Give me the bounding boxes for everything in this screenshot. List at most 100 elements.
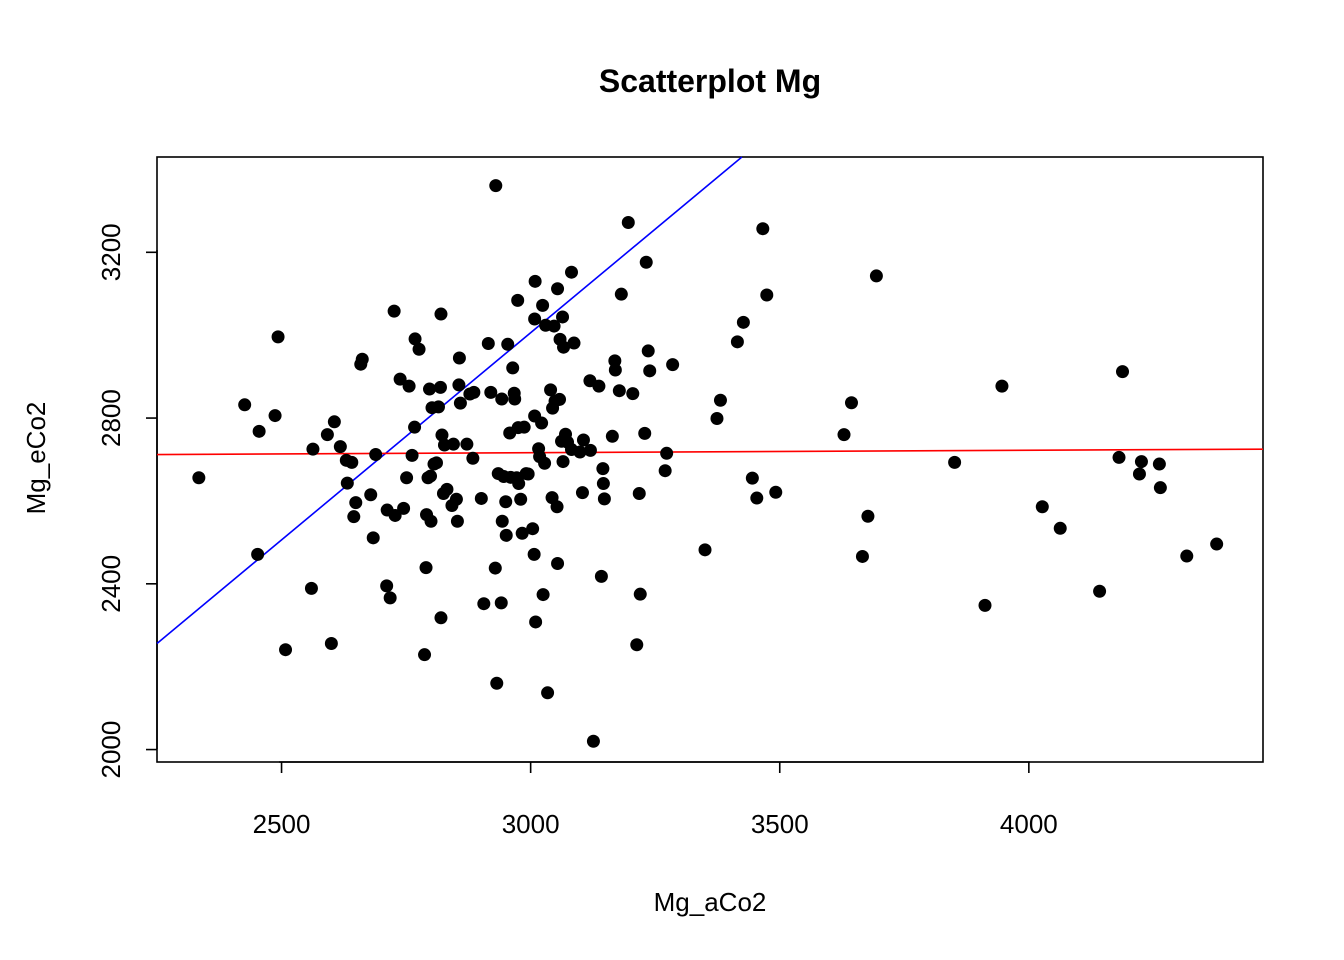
data-point bbox=[666, 358, 680, 372]
data-point bbox=[393, 372, 407, 386]
data-point bbox=[556, 455, 570, 469]
data-point bbox=[597, 492, 611, 506]
data-point bbox=[948, 455, 962, 469]
data-point bbox=[271, 330, 285, 344]
data-point bbox=[506, 361, 520, 375]
data-point bbox=[424, 469, 438, 483]
fit-line bbox=[156, 156, 743, 645]
data-point bbox=[418, 648, 432, 662]
data-point bbox=[495, 514, 509, 528]
data-point bbox=[484, 385, 498, 399]
data-point bbox=[1152, 457, 1166, 471]
data-point bbox=[499, 495, 513, 509]
data-point bbox=[855, 549, 869, 563]
data-point bbox=[526, 522, 540, 536]
data-point bbox=[440, 482, 454, 496]
data-point bbox=[528, 312, 542, 326]
data-point bbox=[1093, 584, 1107, 598]
data-point bbox=[434, 611, 448, 625]
data-point bbox=[431, 400, 445, 414]
data-point bbox=[608, 363, 622, 377]
data-point bbox=[1112, 450, 1126, 464]
data-point bbox=[567, 336, 581, 350]
data-point bbox=[408, 332, 422, 346]
data-point bbox=[573, 445, 587, 459]
data-point bbox=[633, 587, 647, 601]
data-point bbox=[745, 471, 759, 485]
data-point bbox=[450, 514, 464, 528]
data-point bbox=[380, 579, 394, 593]
data-point bbox=[536, 298, 550, 312]
data-point bbox=[419, 561, 433, 575]
data-point bbox=[364, 488, 378, 502]
data-point bbox=[769, 485, 783, 499]
data-point bbox=[499, 528, 513, 542]
data-point bbox=[698, 543, 712, 557]
data-point bbox=[1210, 537, 1224, 551]
data-point bbox=[547, 319, 561, 333]
data-point bbox=[553, 392, 567, 406]
data-point bbox=[710, 411, 724, 425]
data-point bbox=[345, 455, 359, 469]
data-point bbox=[494, 596, 508, 610]
data-point bbox=[349, 496, 363, 510]
data-point bbox=[612, 384, 626, 398]
data-point bbox=[238, 398, 252, 412]
data-point bbox=[460, 437, 474, 451]
data-point bbox=[279, 643, 293, 657]
data-point bbox=[1053, 521, 1067, 535]
data-point bbox=[736, 315, 750, 329]
data-point bbox=[408, 420, 422, 434]
data-point bbox=[512, 477, 526, 491]
data-point bbox=[434, 307, 448, 321]
data-point bbox=[639, 255, 653, 269]
data-point bbox=[576, 433, 590, 447]
data-point bbox=[660, 446, 674, 460]
data-point bbox=[556, 310, 570, 324]
data-point bbox=[402, 379, 416, 393]
data-point bbox=[529, 615, 543, 629]
data-point bbox=[978, 598, 992, 612]
data-point bbox=[452, 378, 466, 392]
data-point bbox=[521, 467, 535, 481]
y-axis-label: Mg_eCo2 bbox=[21, 402, 51, 515]
data-point bbox=[643, 364, 657, 378]
data-point bbox=[490, 676, 504, 690]
data-point bbox=[630, 638, 644, 652]
fit-line bbox=[156, 448, 1264, 456]
data-point bbox=[1180, 549, 1194, 563]
data-point bbox=[466, 451, 480, 465]
data-point bbox=[489, 179, 503, 193]
data-point bbox=[488, 561, 502, 575]
data-point bbox=[528, 274, 542, 288]
y-tick-label: 2800 bbox=[96, 389, 126, 447]
data-point bbox=[449, 492, 463, 506]
data-point bbox=[632, 486, 646, 500]
data-point bbox=[477, 597, 491, 611]
data-point bbox=[355, 352, 369, 366]
data-point bbox=[658, 464, 672, 478]
data-point bbox=[435, 428, 449, 442]
data-point bbox=[387, 304, 401, 318]
plot-frame bbox=[156, 156, 1264, 763]
data-point bbox=[594, 569, 608, 583]
data-point bbox=[446, 437, 460, 451]
data-point bbox=[333, 440, 347, 454]
data-point bbox=[405, 448, 419, 462]
x-axis-ticks: 2500 3000 3500 4000 bbox=[253, 762, 1058, 839]
data-point bbox=[383, 591, 397, 605]
data-point bbox=[596, 477, 610, 491]
data-point bbox=[596, 462, 610, 476]
data-point bbox=[837, 428, 851, 442]
x-tick-label: 3500 bbox=[751, 809, 809, 839]
data-point bbox=[583, 443, 597, 457]
data-point bbox=[592, 379, 606, 393]
data-point bbox=[511, 293, 525, 307]
data-point bbox=[626, 387, 640, 401]
data-point bbox=[397, 501, 411, 515]
data-point bbox=[268, 409, 282, 423]
data-point bbox=[605, 429, 619, 443]
data-point bbox=[400, 471, 414, 485]
data-point bbox=[1153, 481, 1167, 495]
